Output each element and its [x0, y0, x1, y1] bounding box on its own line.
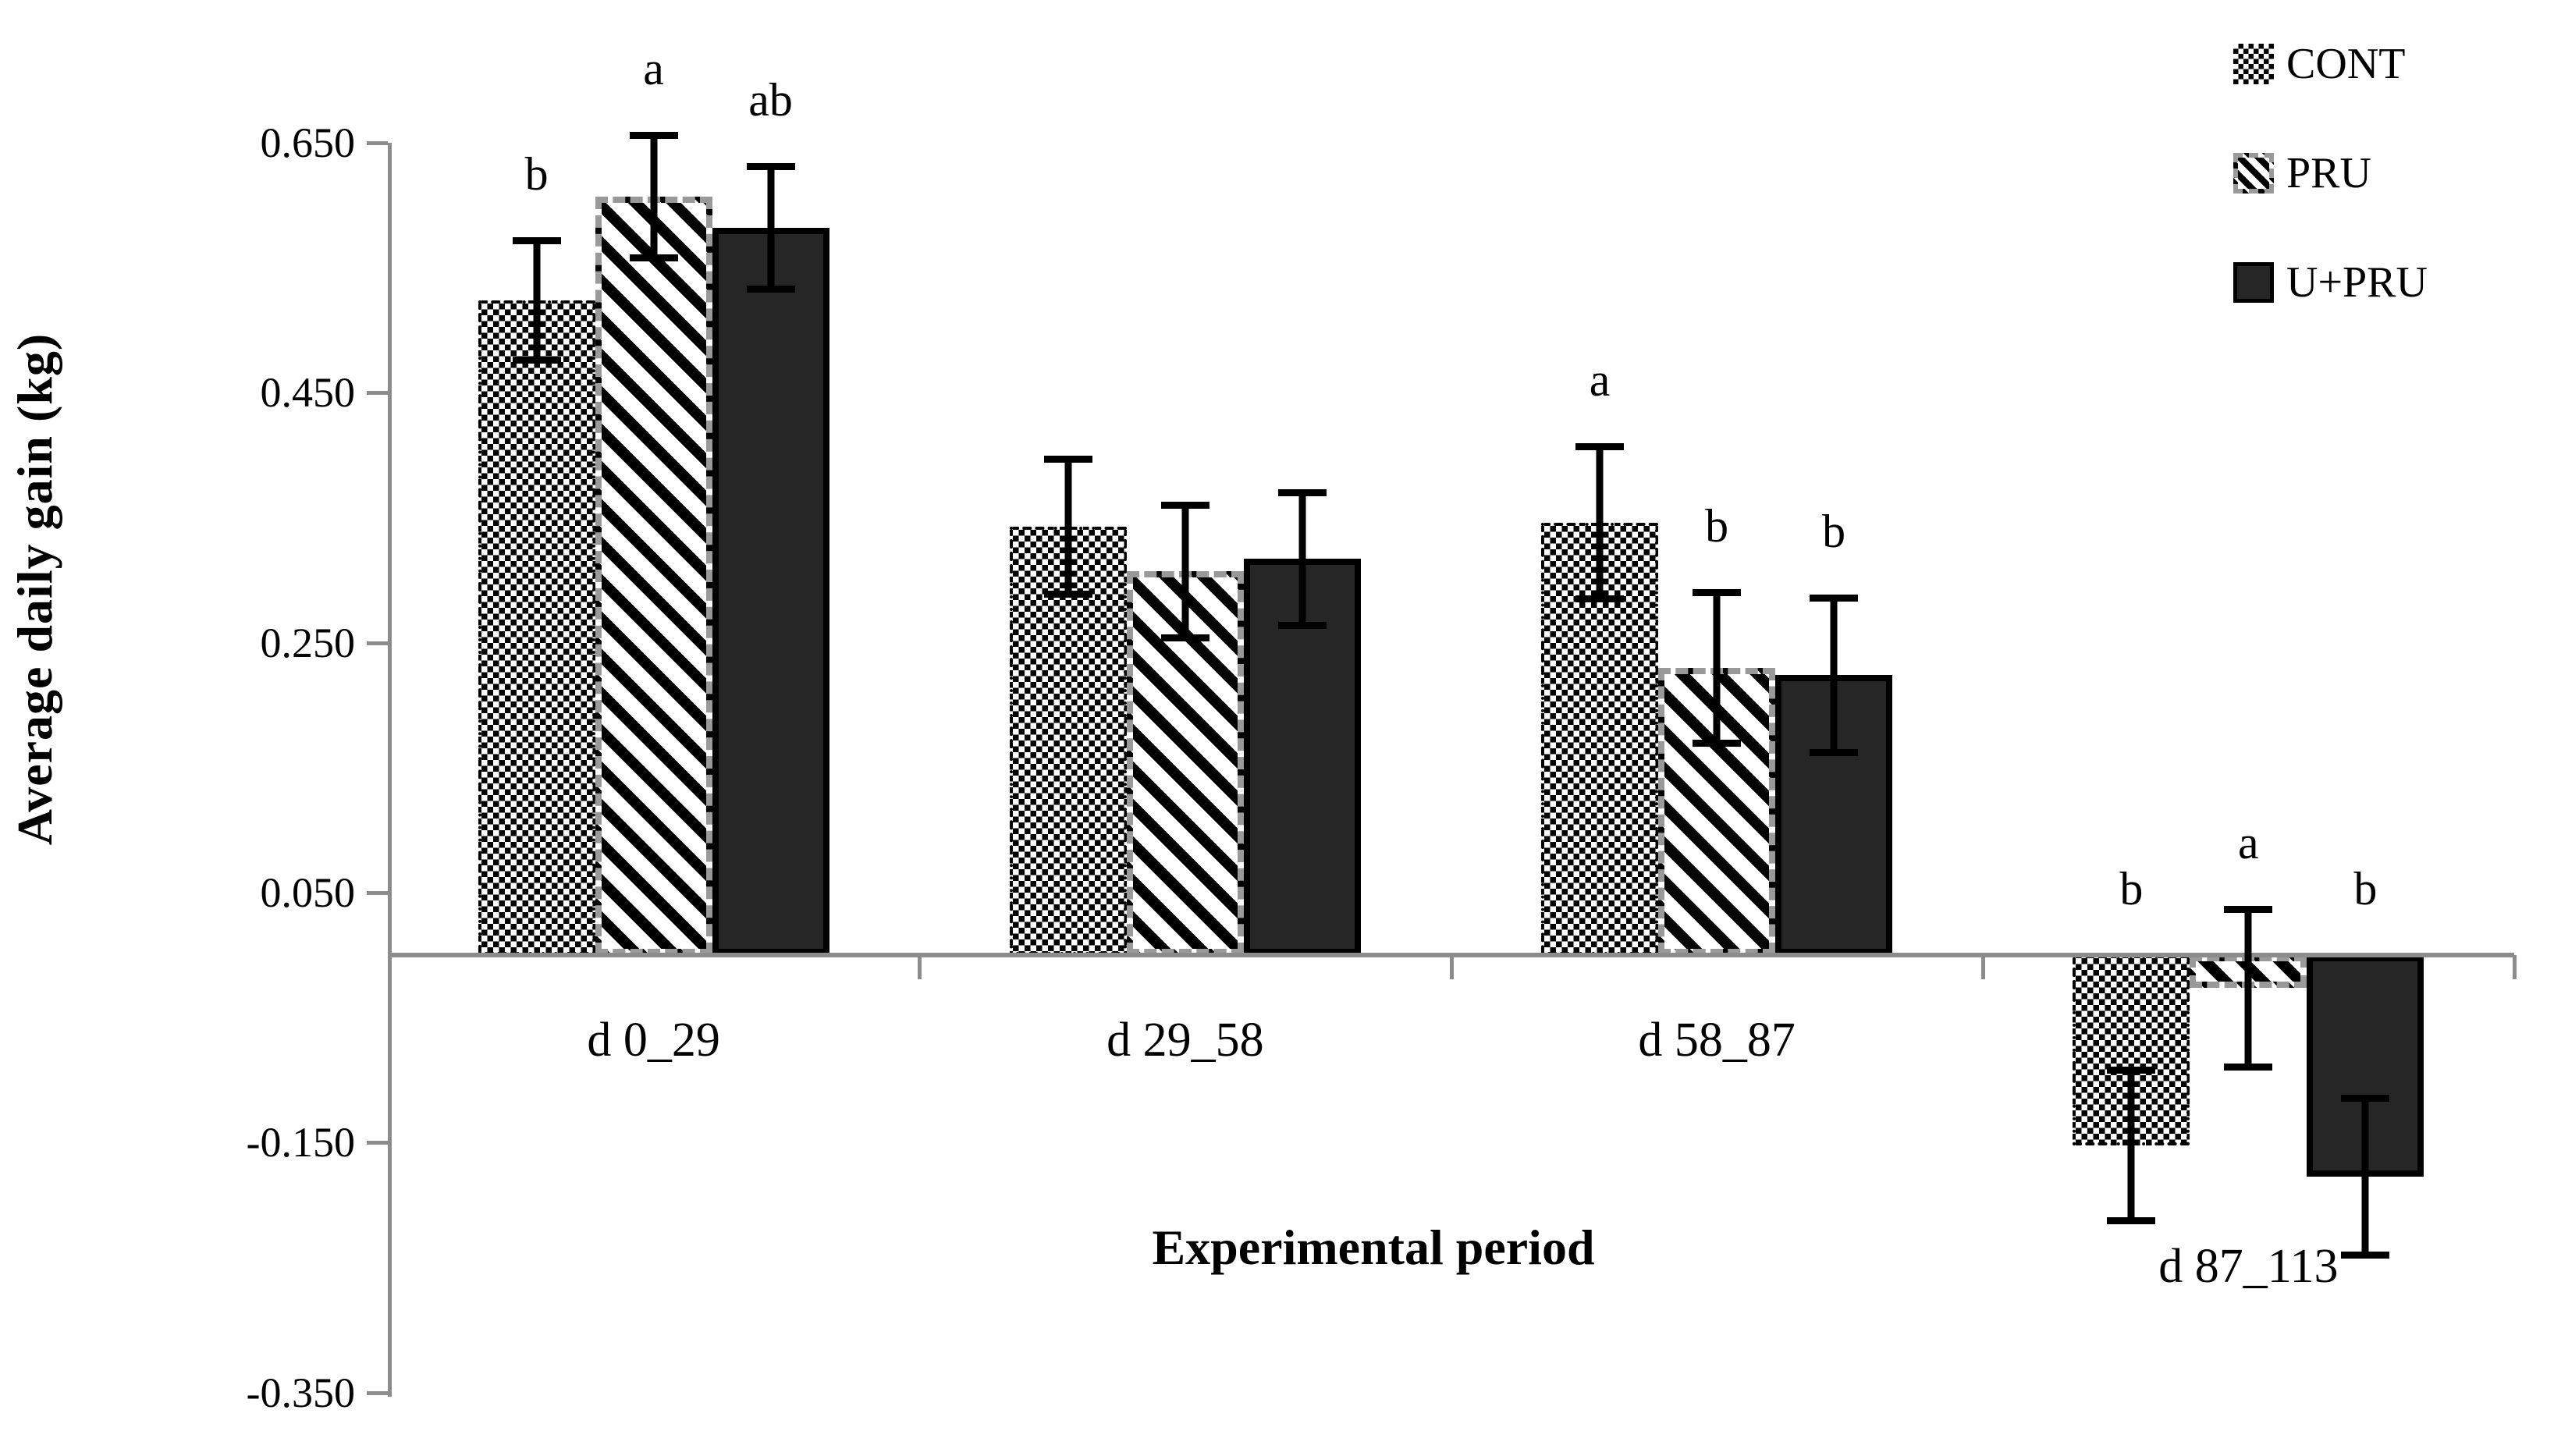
bar-CONT-d0_29	[478, 300, 595, 955]
bar-PRU-d58_87	[1658, 667, 1776, 955]
error-bar	[2127, 1070, 2135, 1220]
y-tick-mark	[367, 140, 388, 145]
error-bar-cap	[1810, 749, 1859, 757]
sig-letter: b	[2119, 863, 2144, 914]
error-bar-cap	[1160, 634, 1210, 642]
bar-U+PRU-d0_29	[712, 227, 829, 955]
error-bar-cap	[512, 357, 561, 364]
y-axis-line	[388, 143, 392, 1397]
error-bar	[1181, 505, 1189, 638]
legend: CONT PRU U+PRU	[2233, 31, 2428, 359]
x-axis-title: Experimental period	[1152, 1220, 1595, 1275]
sig-letter: b	[524, 147, 549, 200]
error-bar-cap	[1277, 622, 1327, 630]
y-tick-label: -0.150	[246, 1119, 355, 1167]
x-category-label: d 29_58	[1106, 1014, 1264, 1067]
checker-swatch-icon	[2233, 44, 2274, 84]
error-bar-cap	[2341, 1094, 2390, 1102]
legend-item-pru: PRU	[2233, 140, 2428, 206]
solid-swatch-icon	[2233, 262, 2274, 303]
error-bar-cap	[746, 286, 795, 293]
error-bar	[767, 166, 775, 289]
error-bar	[2361, 1097, 2369, 1255]
x-category-label: d 58_87	[1638, 1014, 1796, 1067]
y-axis-title: Average daily gain (kg)	[7, 332, 62, 846]
y-tick-label: 0.450	[260, 369, 356, 417]
y-tick-label: -0.350	[246, 1369, 355, 1416]
error-bar-cap	[2107, 1067, 2156, 1074]
error-bar-cap	[1575, 442, 1625, 450]
error-bar	[1830, 597, 1838, 753]
x-tick-mark	[1980, 955, 1985, 979]
bar-PRU-d0_29	[595, 196, 712, 955]
error-bar-cap	[1693, 589, 1742, 597]
x-category-label: d 0_29	[587, 1014, 720, 1067]
error-bar	[650, 135, 658, 258]
error-bar-cap	[1810, 594, 1859, 602]
legend-item-cont: CONT	[2233, 31, 2428, 97]
sig-letter: b	[1822, 505, 1846, 557]
sig-letter: b	[2353, 863, 2378, 914]
error-bar	[1713, 592, 1721, 743]
y-tick-label: 0.650	[260, 119, 356, 166]
error-bar	[2244, 908, 2252, 1067]
x-tick-mark	[2513, 955, 2517, 979]
error-bar	[1064, 459, 1072, 595]
error-bar-cap	[1575, 595, 1625, 603]
y-tick-mark	[367, 1141, 388, 1145]
error-bar-cap	[629, 254, 678, 262]
error-bar	[1596, 446, 1604, 599]
sig-letter: a	[643, 43, 664, 95]
legend-item-upru: U+PRU	[2233, 250, 2428, 315]
y-tick-mark	[367, 641, 388, 645]
y-tick-mark	[367, 391, 388, 396]
sig-letter: ab	[748, 74, 793, 126]
error-bar-cap	[2107, 1216, 2156, 1224]
legend-label: U+PRU	[2286, 258, 2428, 307]
error-bar-cap	[629, 132, 678, 140]
bar-PRU-d29_58	[1126, 571, 1244, 955]
y-tick-mark	[367, 890, 388, 895]
error-bar-cap	[2224, 905, 2273, 913]
error-bar-cap	[2224, 1063, 2273, 1071]
y-tick-label: 0.050	[260, 868, 356, 916]
error-bar-cap	[1043, 456, 1092, 463]
legend-label: PRU	[2286, 149, 2371, 197]
error-bar-cap	[746, 163, 795, 171]
error-bar	[533, 240, 541, 360]
legend-label: CONT	[2286, 40, 2406, 88]
error-bar-cap	[2341, 1252, 2390, 1259]
sig-letter: a	[1589, 353, 1611, 406]
error-bar-cap	[1160, 502, 1210, 510]
error-bar-cap	[512, 236, 561, 244]
x-tick-mark	[1449, 955, 1454, 979]
y-tick-mark	[367, 1390, 388, 1395]
error-bar	[1298, 492, 1306, 626]
error-bar-cap	[1043, 591, 1092, 598]
x-category-label: d 87_113	[2158, 1240, 2339, 1293]
error-bar-cap	[1693, 739, 1742, 747]
bar-CONT-d29_58	[1009, 526, 1127, 955]
y-tick-label: 0.250	[260, 619, 356, 666]
x-tick-mark	[918, 955, 922, 979]
error-bar-cap	[1277, 489, 1327, 497]
stripes-swatch-icon	[2233, 153, 2274, 194]
sig-letter: b	[1705, 500, 1729, 552]
sig-letter: a	[2238, 816, 2259, 868]
